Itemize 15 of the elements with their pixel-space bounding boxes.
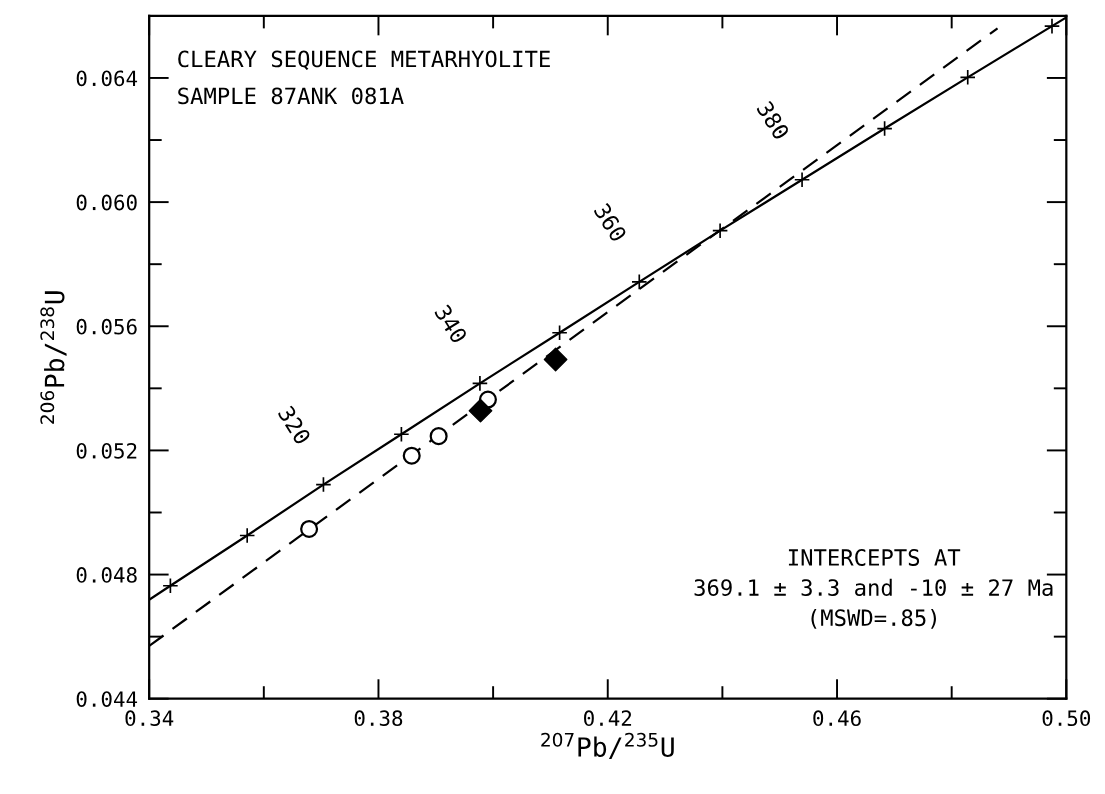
x-axis-title: $^{207}$Pb/$^{235}$U [541, 732, 674, 760]
y-tick-label: 0.052 [76, 442, 137, 459]
y-axis-title: $^{206}$Pb/$^{238}$U [40, 291, 67, 424]
x-tick-label: 0.34 [125, 710, 174, 727]
y-tick-label: 0.048 [76, 567, 137, 583]
y-tick-label: 0.044 [76, 691, 138, 707]
x-tick-label: 0.46 [813, 710, 861, 727]
text: CLEARY SEQUENCE METARHYOLITE SAMPLE 87ANK 081A [178, 50, 550, 105]
x-tick-label: 0.50 [1042, 710, 1091, 727]
x-tick-label: 0.38 [354, 710, 403, 727]
y-tick-label: 0.064 [76, 70, 138, 87]
x-tick-label: 0.42 [584, 710, 632, 727]
y-tick-label: 0.056 [76, 318, 137, 335]
annotation: INTERCEPTS AT 369.1 ± 3.3 and -10 ± 27 Ma (MSWD=.85) [694, 549, 1053, 629]
y-tick-label: 0.060 [76, 194, 137, 211]
